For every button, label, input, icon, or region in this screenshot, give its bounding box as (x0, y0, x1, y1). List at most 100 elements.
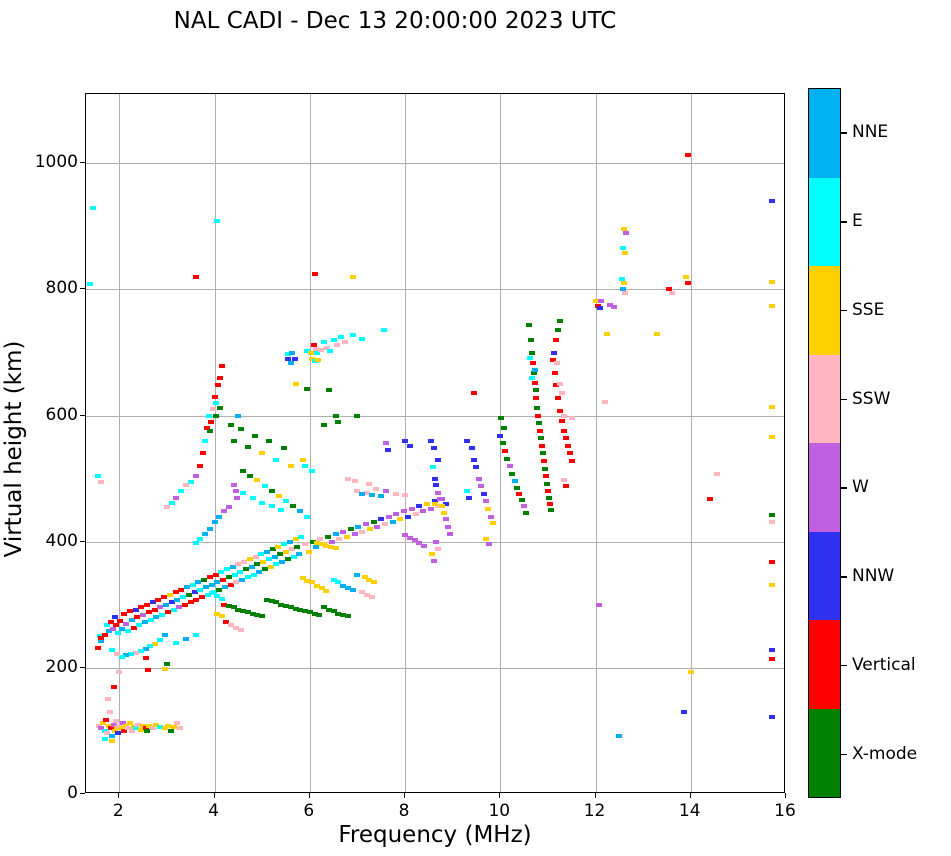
data-point (393, 512, 400, 516)
data-point (183, 585, 190, 590)
y-axis-tick (80, 414, 85, 416)
data-point (103, 717, 109, 722)
data-point (286, 539, 293, 544)
data-point (233, 625, 239, 630)
data-point (335, 611, 342, 616)
data-point (480, 491, 487, 496)
data-point (126, 721, 133, 726)
data-point (235, 413, 242, 418)
data-point (568, 459, 575, 464)
data-point (213, 219, 220, 224)
x-axis-tick-label: 2 (112, 801, 124, 821)
data-point (504, 456, 511, 461)
data-point (540, 451, 547, 456)
data-point (557, 408, 564, 413)
data-point (304, 514, 311, 519)
data-point (314, 350, 321, 355)
data-point (237, 427, 244, 432)
data-point (385, 447, 392, 452)
data-point (622, 291, 629, 296)
data-point (306, 610, 313, 615)
data-point (152, 641, 159, 646)
data-point (268, 489, 275, 494)
data-point (252, 433, 259, 438)
colorbar-tick (841, 132, 847, 134)
data-point (130, 625, 137, 630)
y-axis-tick (80, 666, 85, 668)
data-point (157, 605, 164, 610)
data-point (283, 549, 289, 554)
gridline-vertical (405, 94, 407, 792)
data-point (550, 350, 557, 355)
data-point (368, 595, 375, 600)
data-point (768, 657, 775, 662)
data-point (221, 602, 228, 607)
data-point (383, 489, 389, 494)
data-point (254, 562, 261, 567)
data-point (147, 617, 154, 622)
data-point (616, 733, 623, 738)
data-point (142, 655, 149, 660)
data-point (163, 662, 170, 667)
data-point (349, 274, 356, 279)
data-point (687, 669, 694, 674)
data-point (268, 599, 275, 604)
data-point (431, 501, 438, 506)
data-point (216, 587, 223, 592)
data-point (134, 615, 141, 620)
data-point (563, 484, 569, 489)
data-point (297, 509, 304, 514)
data-point (509, 471, 516, 476)
data-point (416, 504, 423, 509)
data-point (513, 485, 520, 490)
colorbar (808, 88, 841, 798)
data-point (359, 491, 366, 496)
data-point (528, 375, 535, 380)
data-point (275, 494, 282, 499)
data-point (304, 349, 311, 354)
data-point (193, 597, 200, 602)
data-point (402, 533, 409, 538)
data-point (102, 736, 109, 741)
data-point (128, 652, 135, 656)
data-point (526, 355, 533, 360)
data-point (523, 510, 530, 515)
data-point (132, 607, 139, 612)
data-point (402, 438, 409, 443)
data-point (622, 250, 629, 255)
data-point (433, 539, 440, 544)
data-point (318, 586, 325, 591)
data-point (408, 506, 415, 511)
data-point (311, 611, 318, 616)
data-point (340, 529, 347, 534)
data-point (121, 611, 128, 616)
data-point (359, 529, 366, 534)
data-point (430, 446, 437, 451)
y-axis-tick-label: 0 (67, 783, 78, 803)
data-point (201, 577, 208, 582)
data-point (768, 648, 775, 653)
data-point (333, 413, 339, 418)
data-point (317, 537, 324, 542)
data-point (471, 457, 478, 462)
data-point (173, 495, 180, 500)
data-point (380, 328, 387, 333)
data-point (534, 406, 541, 411)
colorbar-tick (841, 576, 847, 578)
data-point (124, 726, 131, 731)
colorbar-label-sse: SSE (852, 299, 885, 320)
data-point (104, 697, 111, 702)
data-point (164, 610, 171, 615)
data-point (594, 303, 601, 308)
data-point (597, 306, 604, 311)
data-point (137, 727, 144, 732)
data-point (366, 577, 373, 582)
data-point (361, 575, 368, 580)
data-point (197, 464, 204, 469)
data-point (768, 435, 775, 440)
data-point (142, 646, 149, 651)
data-point (288, 547, 295, 552)
data-point (142, 726, 149, 731)
data-point (465, 495, 472, 500)
data-point (542, 466, 549, 471)
